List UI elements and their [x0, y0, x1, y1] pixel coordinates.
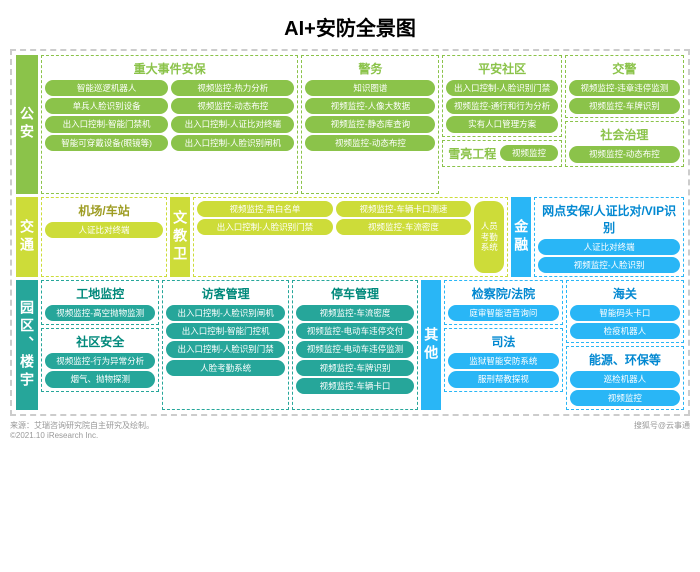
item: 视频监控-违章违停监测 — [569, 80, 680, 96]
item: 人证比对终端 — [45, 222, 163, 238]
item: 出入口控制-智能门禁机 — [45, 116, 168, 132]
item: 视频监控-车辆卡口测速 — [336, 201, 472, 217]
item: 烟气、抛物探测 — [45, 371, 155, 387]
item: 人证比对终端 — [538, 239, 680, 255]
item: 视频监控-热力分析 — [171, 80, 294, 96]
item: 出入口控制-人证比对终端 — [171, 116, 294, 132]
item: 视频监控-动态布控 — [569, 146, 680, 162]
item: 智能巡逻机器人 — [45, 80, 168, 96]
item: 巡检机器人 — [570, 371, 680, 387]
head-jichang: 机场/车站 — [45, 201, 163, 220]
main-diagram: 公安 重大事件安保 智能巡逻机器人 单兵人脸识别设备 出入口控制-智能门禁机 智… — [10, 49, 690, 416]
item: 视频监控-黑白名单 — [197, 201, 333, 217]
item: 智能可穿戴设备(眼镜等) — [45, 135, 168, 151]
row-jiaotong: 交通 机场/车站 人证比对终端 文教卫 视频监控-黑白名单 出入口控制-人脸识别… — [16, 197, 684, 277]
item: 视频监控-动态布控 — [305, 135, 435, 151]
head-pingan: 平安社区 — [446, 59, 557, 78]
head-fangke: 访客管理 — [166, 284, 284, 303]
item: 视频监控-车牌识别 — [296, 360, 414, 376]
sec-shehui: 社会治理 视频监控-动态布控 — [565, 121, 684, 166]
head-jiancha: 检察院/法院 — [448, 284, 558, 303]
item: 视频监控 — [500, 145, 558, 161]
sec-haiguan: 海关 智能码头卡口 检疫机器人 — [566, 280, 684, 343]
page-title: AI+安防全景图 — [10, 12, 690, 41]
head-xueliang: 雪亮工程 — [446, 144, 498, 163]
item: 视频监控-车辆卡口 — [296, 378, 414, 394]
sec-nengyuan: 能源、环保等 巡检机器人 视频监控 — [566, 346, 684, 409]
item: 庭审智能语音询问 — [448, 305, 558, 321]
sec-jingwu: 警务 知识图谱 视频监控-人像大数据 视频监控-静态库查询 视频监控-动态布控 — [301, 55, 439, 194]
head-zhongda: 重大事件安保 — [45, 59, 294, 78]
item: 视频监控-车牌识别 — [569, 98, 680, 114]
head-shehui: 社会治理 — [569, 125, 680, 144]
item: 检疫机器人 — [570, 323, 680, 339]
item: 视频监控-通行和行为分析 — [446, 98, 557, 114]
sec-jichang: 机场/车站 人证比对终端 — [41, 197, 167, 277]
row-yuanqu: 园区、楼宇 工地监控 视频监控-高空抛物监测 社区安全 视频监控-行为异常分析 … — [16, 280, 684, 410]
item: 视频监控-人像大数据 — [305, 98, 435, 114]
footer-copyright: ©2021.10 iResearch Inc. — [10, 431, 154, 440]
head-jiaojing: 交警 — [569, 59, 680, 78]
item: 视频监控-车流密度 — [296, 305, 414, 321]
vlabel-gongan: 公安 — [16, 55, 38, 194]
sec-gongdi: 工地监控 视频监控-高空抛物监测 — [41, 280, 159, 325]
vlabel-jiaotong: 交通 — [16, 197, 38, 277]
sec-wenjiaowei: 视频监控-黑白名单 出入口控制-人脸识别门禁 视频监控-车辆卡口测速 视频监控-… — [193, 197, 508, 277]
vlabel-yuanqu: 园区、楼宇 — [16, 280, 38, 410]
head-gongdi: 工地监控 — [45, 284, 155, 303]
head-nengyuan: 能源、环保等 — [570, 350, 680, 369]
item: 视频监控-高空抛物监测 — [45, 305, 155, 321]
item: 出入口控制-智能门控机 — [166, 323, 284, 339]
item: 监狱智能安防系统 — [448, 353, 558, 369]
item: 视频监控-车流密度 — [336, 219, 472, 235]
sec-jiaojing: 交警 视频监控-违章违停监测 视频监控-车牌识别 — [565, 55, 684, 118]
footer-source: 来源：艾瑞咨询研究院自主研究及绘制。 — [10, 420, 154, 431]
item: 视频监控-人脸识别 — [538, 257, 680, 273]
sec-shequ: 社区安全 视频监控-行为异常分析 烟气、抛物探测 — [41, 328, 159, 391]
item: 单兵人脸识别设备 — [45, 98, 168, 114]
sec-jiancha: 检察院/法院 庭审智能语音询问 — [444, 280, 562, 325]
item: 视频监控-电动车违停监测 — [296, 341, 414, 357]
head-tingche: 停车管理 — [296, 284, 414, 303]
item: 人脸考勤系统 — [166, 360, 284, 376]
item: 知识图谱 — [305, 80, 435, 96]
sec-pingan: 平安社区 出入口控制-人脸识别门禁 视频监控-通行和行为分析 实有人口管理方案 — [442, 55, 561, 137]
vlabel-wenjiaowei: 文教卫 — [170, 197, 190, 277]
item: 人员考勤系统 — [474, 201, 504, 273]
head-wangdian: 网点安保/人证比对/VIP识别 — [538, 201, 680, 237]
row-gongan: 公安 重大事件安保 智能巡逻机器人 单兵人脸识别设备 出入口控制-智能门禁机 智… — [16, 55, 684, 194]
sec-xueliang: 雪亮工程 视频监控 — [442, 140, 561, 167]
sec-fangke: 访客管理 出入口控制-人脸识别闸机 出入口控制-智能门控机 出入口控制-人脸识别… — [162, 280, 288, 410]
item: 视频监控-静态库查询 — [305, 116, 435, 132]
item: 出入口控制-人脸识别闸机 — [166, 305, 284, 321]
item: 出入口控制-人脸识别门禁 — [446, 80, 557, 96]
item: 智能码头卡口 — [570, 305, 680, 321]
footer-brand: 搜狐号@云事通 — [634, 420, 690, 440]
sec-tingche: 停车管理 视频监控-车流密度 视频监控-电动车违停交付 视频监控-电动车违停监测… — [292, 280, 418, 410]
item: 出入口控制-人脸识别闸机 — [171, 135, 294, 151]
head-shequ: 社区安全 — [45, 332, 155, 351]
footer: 来源：艾瑞咨询研究院自主研究及绘制。 ©2021.10 iResearch In… — [10, 420, 690, 440]
sec-sifa: 司法 监狱智能安防系统 服刑帮教探视 — [444, 328, 562, 391]
vlabel-qita: 其他 — [421, 280, 441, 410]
item: 出入口控制-人脸识别门禁 — [197, 219, 333, 235]
sec-zhongda: 重大事件安保 智能巡逻机器人 单兵人脸识别设备 出入口控制-智能门禁机 智能可穿… — [41, 55, 298, 194]
sec-wangdian: 网点安保/人证比对/VIP识别 人证比对终端 视频监控-人脸识别 — [534, 197, 684, 277]
item: 出入口控制-人脸识别门禁 — [166, 341, 284, 357]
item: 视频监控-动态布控 — [171, 98, 294, 114]
head-jingwu: 警务 — [305, 59, 435, 78]
item: 视频监控 — [570, 390, 680, 406]
item: 视频监控-行为异常分析 — [45, 353, 155, 369]
head-sifa: 司法 — [448, 332, 558, 351]
head-haiguan: 海关 — [570, 284, 680, 303]
item: 服刑帮教探视 — [448, 371, 558, 387]
item: 实有人口管理方案 — [446, 116, 557, 132]
item: 视频监控-电动车违停交付 — [296, 323, 414, 339]
vlabel-jinrong: 金融 — [511, 197, 531, 277]
